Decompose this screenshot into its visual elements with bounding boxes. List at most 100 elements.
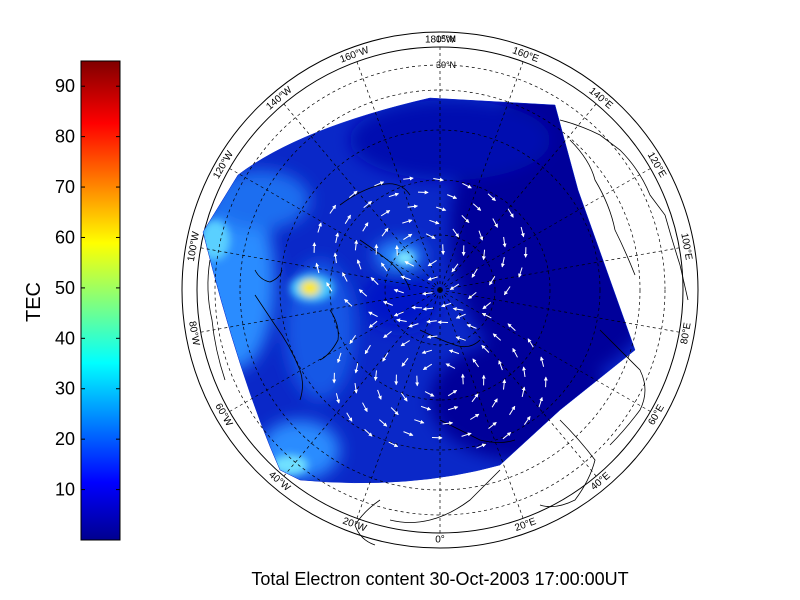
convection-arrow [507,323,516,331]
convection-arrow [491,398,498,408]
longitude-label: 100°W [186,230,202,262]
longitude-label: 80°E [679,321,694,345]
convection-arrow [447,194,458,199]
convection-arrow [460,373,465,385]
convection-arrow [522,366,527,377]
convection-arrow [349,335,357,345]
longitude-label: 180°W [425,35,456,46]
convection-arrow [335,232,340,244]
convection-arrow [445,363,456,369]
colorbar-tick-label: 90 [55,76,75,96]
meridian-line [200,247,441,291]
colorbar: 10 20 30 40 50 60 70 80 90 TEC [23,60,121,541]
convection-arrow [442,421,454,426]
convection-arrow [393,311,404,317]
convection-arrow [335,393,341,404]
lat-label-30: 30°N [436,60,456,70]
convection-arrow [374,181,385,187]
convection-arrow [326,282,333,292]
convection-arrow [447,405,459,411]
convection-arrow [481,312,492,319]
convection-arrow [382,301,393,306]
longitude-label: 100°E [678,232,694,261]
convection-arrow [523,415,531,425]
convection-arrow [452,228,460,238]
convection-arrow [539,356,545,367]
convection-arrow [502,236,507,248]
convection-arrow [503,286,511,296]
convection-vectors [312,176,548,449]
convection-arrow [388,441,399,448]
convection-arrow [362,402,368,413]
meridian-line [283,103,441,291]
convection-arrow [403,431,414,436]
convection-arrow [481,344,490,353]
meridian-line [439,289,651,412]
meridian-line [200,289,441,333]
meridian-line [283,289,441,477]
longitude-label: 40°E [589,470,613,493]
convection-arrow [408,323,419,328]
colorbar-label: TEC [23,282,45,322]
convection-arrow [390,407,399,416]
convection-arrow [520,226,525,238]
polar-map: 180°W160°E140°E120°E100°E80°E60°E40°E20°… [181,31,699,549]
convection-arrow [333,252,338,264]
colorbar-tick-label: 80 [55,127,75,147]
convection-arrow [509,405,516,416]
colorbar-ticks: 10 20 30 40 50 60 70 80 90 [55,76,120,500]
colorbar-tick-label: 40 [55,328,75,348]
convection-arrow [402,219,413,224]
convection-arrow [421,349,433,355]
convection-arrow [401,357,409,367]
convection-arrow [424,391,435,397]
tec-data-region [203,98,635,483]
convection-arrow [488,421,497,429]
convection-arrow [472,203,482,211]
convection-arrow [373,370,378,381]
convection-arrow [370,277,379,285]
convection-arrow [377,389,382,400]
convection-arrow [393,288,404,294]
convection-arrow [507,208,514,218]
meridian-line [356,61,441,291]
convection-arrow [348,190,358,198]
convection-arrow [487,193,496,202]
convection-arrow [407,204,419,209]
coastlines [207,119,689,546]
figure-title: Total Electron content 30-Oct-2003 17:00… [251,569,628,589]
meridian-line [439,103,597,291]
meridian-line [356,289,441,519]
convection-arrow [380,262,388,272]
colorbar-tick-label: 60 [55,227,75,247]
convection-arrow [382,352,389,362]
convection-arrow [476,443,487,449]
convection-arrow [400,392,408,402]
colorbar-tick-label: 50 [55,278,75,298]
convection-arrow [538,396,543,408]
convection-arrow [403,233,413,241]
convection-arrow [344,298,353,307]
convection-arrow [400,275,411,281]
longitude-label: 120°W [211,149,236,181]
tec-region-outline [202,97,636,484]
convection-arrow [356,259,362,270]
convection-arrow [422,363,433,371]
longitude-label: 20°W [341,516,368,535]
meridian-line [439,247,680,291]
colorbar-tick-label: 10 [55,480,75,500]
convection-arrow [354,239,359,251]
convection-arrow [462,182,472,189]
longitude-label: 80°W [186,320,201,347]
convection-arrow [427,276,438,281]
convection-arrow [492,333,502,341]
convection-arrow [425,233,436,239]
convection-arrow [461,215,470,223]
convection-arrow [482,302,492,310]
convection-arrow [342,272,348,282]
longitude-label: 60°E [646,403,667,428]
convection-arrow [354,362,359,374]
convection-arrow [420,405,432,411]
convection-arrow [317,222,322,233]
